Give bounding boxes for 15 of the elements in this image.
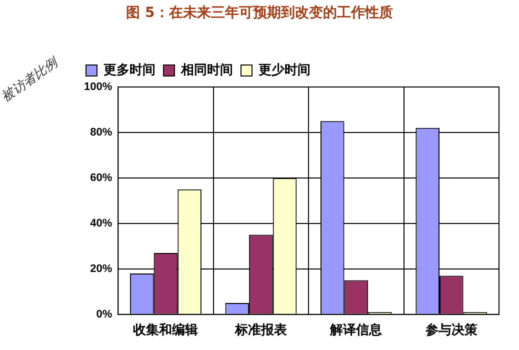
x-tick-label: 解译信息 bbox=[329, 322, 384, 337]
legend-label: 相同时间 bbox=[180, 62, 233, 78]
y-tick-label: 0% bbox=[96, 308, 112, 320]
x-tick-label: 参与决策 bbox=[424, 322, 478, 337]
y-tick-label: 60% bbox=[90, 172, 112, 184]
chart-title: 图 5：在未来三年可预期到改变的工作性质 bbox=[125, 4, 394, 22]
y-tick-label: 20% bbox=[90, 262, 112, 275]
y-tick-label: 100% bbox=[84, 81, 112, 94]
x-tick-label: 标准报表 bbox=[234, 322, 288, 337]
y-tick-label: 40% bbox=[90, 217, 112, 230]
x-tick-label: 收集和编辑 bbox=[133, 322, 198, 337]
legend-label: 更多时间 bbox=[104, 62, 156, 78]
y-axis-title: 被访者比例 bbox=[0, 54, 62, 106]
y-tick-label: 80% bbox=[90, 126, 112, 139]
legend-label: 更少时间 bbox=[258, 62, 310, 78]
